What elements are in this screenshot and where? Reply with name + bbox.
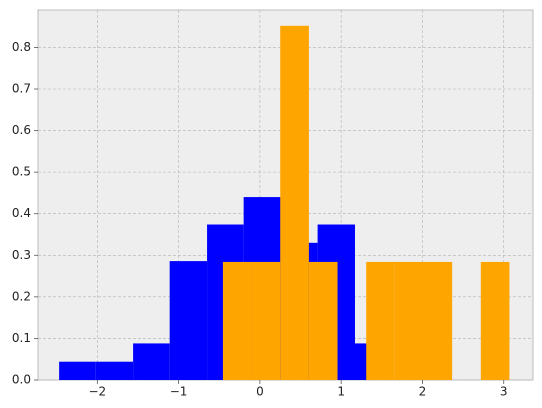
bar — [251, 261, 281, 380]
x-tick-label: 3 — [500, 385, 508, 399]
bar — [394, 261, 424, 380]
y-tick-label: 0.8 — [12, 40, 31, 54]
bar — [222, 261, 252, 380]
bar — [95, 361, 134, 380]
y-tick-label: 0.2 — [12, 289, 31, 303]
y-tick-label: 0.7 — [12, 81, 31, 95]
y-tick-label: 0.3 — [12, 248, 31, 262]
bar — [280, 25, 309, 380]
y-tick-label: 0.4 — [12, 206, 31, 220]
x-tick-label: 2 — [419, 385, 427, 399]
x-tick-label: 1 — [337, 385, 345, 399]
bar — [423, 261, 453, 380]
bar — [480, 261, 510, 380]
y-tick-label: 0.6 — [12, 123, 31, 137]
x-tick-label: −2 — [88, 385, 106, 399]
bar — [133, 343, 170, 380]
bar — [308, 261, 338, 380]
bar — [169, 261, 208, 380]
bar — [59, 361, 96, 380]
y-tick-label: 0.0 — [12, 373, 31, 387]
y-tick-label: 0.5 — [12, 165, 31, 179]
x-tick-label: −1 — [170, 385, 188, 399]
y-tick-label: 0.1 — [12, 331, 31, 345]
x-tick-label: 0 — [256, 385, 264, 399]
bar — [366, 261, 395, 380]
